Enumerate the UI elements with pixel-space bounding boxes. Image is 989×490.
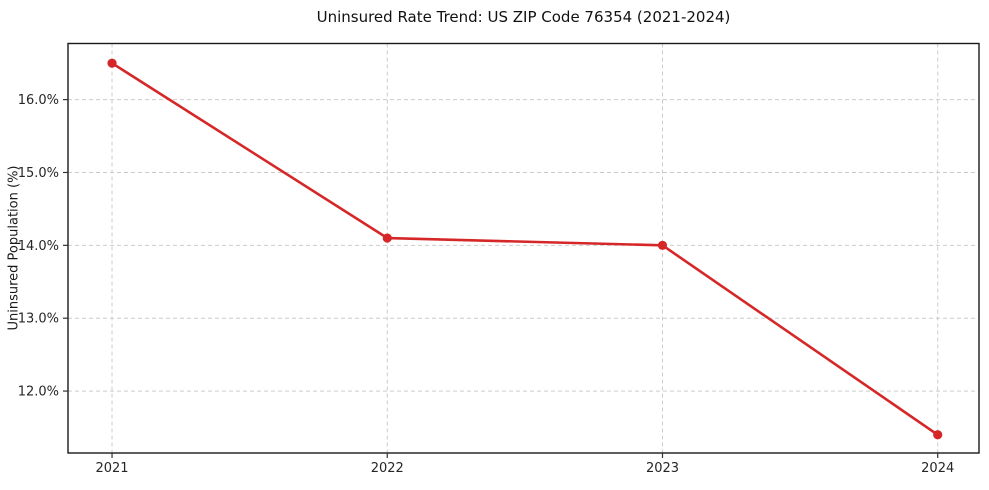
x-tick-label: 2022: [371, 461, 404, 476]
data-point: [382, 233, 392, 243]
y-tick-label: 14.0%: [18, 239, 59, 254]
y-tick-label: 13.0%: [18, 312, 59, 327]
chart-title: Uninsured Rate Trend: US ZIP Code 76354 …: [316, 8, 731, 26]
x-tick-label: 2024: [921, 461, 954, 476]
y-tick-label: 15.0%: [18, 166, 59, 181]
y-tick-label: 16.0%: [18, 93, 59, 108]
x-tick-label: 2021: [95, 461, 128, 476]
x-tick-label: 2023: [646, 461, 679, 476]
data-point: [657, 240, 668, 250]
data-point: [933, 430, 943, 440]
y-tick-label: 12.0%: [18, 385, 59, 400]
data-point: [107, 58, 117, 68]
trend-line: [110, 61, 940, 437]
axes-border: [67, 42, 980, 454]
